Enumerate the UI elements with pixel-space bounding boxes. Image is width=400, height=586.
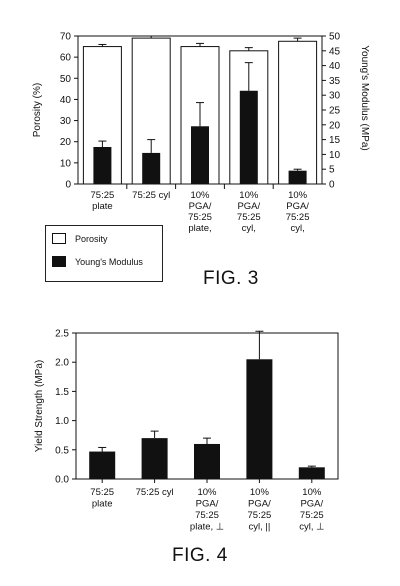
x-category-label: 10% [250,487,270,498]
y2-axis-label: Young's Modulus (MPa) [359,45,370,150]
legend-item-modulus: Young's Modulus [52,256,143,267]
legend-item-porosity: Porosity [52,233,108,244]
x-category-label: 10% [302,487,322,498]
y-tick-label: 2.5 [55,329,69,340]
x-category-label: 75:25 [300,510,324,521]
y-axis-label: Yield Strength (MPa) [34,360,45,452]
x-category-label: PGA/ [248,499,271,510]
yield-strength-bar [194,443,220,479]
x-category-label: PGA/ [286,201,309,212]
modulus-bar [142,152,161,184]
x-category-label: 10% [197,487,217,498]
y2-tick-label: 10 [329,150,341,161]
legend-swatch-porosity [52,233,66,244]
y-tick-label: 0.5 [55,445,69,456]
x-category-label: cyl, ⊥ [299,522,324,533]
y2-tick-label: 0 [329,180,335,191]
y-tick-label: 50 [60,74,72,85]
x-category-label: PGA/ [300,499,323,510]
x-category-label: cyl, [290,223,304,234]
chart-legend: Porosity Young's Modulus [45,225,163,282]
y-tick-label: 70 [60,32,72,43]
y-tick-label: 0.0 [55,475,69,486]
y-axis-label: Porosity (%) [32,83,43,137]
x-category-label: plate, ⊥ [190,522,224,533]
y2-tick-label: 50 [329,32,341,43]
x-category-label: plate, [188,223,211,234]
yield-strength-bar [246,359,273,479]
x-category-label: 75:25 [248,510,272,521]
y-tick-label: 2.0 [55,358,69,369]
x-category-label: 75:25 cyl [132,190,170,201]
x-category-label: PGA/ [237,201,260,212]
x-category-label: plate [92,499,113,510]
y2-tick-label: 30 [329,91,341,102]
y-tick-label: 1.0 [55,416,69,427]
y2-tick-label: 20 [329,120,341,131]
y-tick-label: 20 [60,137,72,148]
y-tick-label: 60 [60,53,72,64]
y-tick-label: 40 [60,95,72,106]
x-category-label: 75:25 [91,190,115,201]
y2-tick-label: 40 [329,61,341,72]
y2-tick-label: 5 [329,165,335,176]
x-category-label: 75:25 cyl [136,487,174,498]
x-category-label: 10% [239,190,259,201]
y-tick-label: 0 [65,180,71,191]
x-category-label: 10% [288,190,308,201]
figure-3-chart: 0 10 20 30 40 50 60 70 0 5 10 15 20 25 30 35 40 45 50 Poros… [32,32,370,235]
y-tick-label: 1.5 [55,387,69,398]
x-category-label: PGA/ [196,499,219,510]
legend-swatch-modulus [52,256,66,267]
yield-strength-bar [298,467,325,479]
figure-3-caption: FIG. 3 [203,268,259,289]
modulus-bar [239,90,258,184]
yield-strength-bar [141,438,168,479]
legend-label-modulus: Young's Modulus [75,256,143,267]
x-category-label: cyl, || [248,522,270,533]
y2-tick-label: 45 [329,46,341,57]
x-category-label: 10% [190,190,210,201]
y-tick-label: 10 [60,158,72,169]
yield-strength-bar [89,451,116,479]
y2-tick-label: 25 [329,106,341,117]
x-category-label: plate [92,201,113,212]
legend-label-porosity: Porosity [75,233,108,244]
x-category-label: cyl, [242,223,256,234]
modulus-bar [288,170,307,184]
y-tick-label: 30 [60,116,72,127]
figure-4-caption: FIG. 4 [172,545,228,566]
x-category-label: 75:25 [195,510,219,521]
x-category-label: 75:25 [286,212,310,223]
y2-tick-label: 15 [329,135,341,146]
x-category-label: PGA/ [189,201,212,212]
y2-tick-label: 35 [329,76,341,87]
porosity-bar [278,40,318,185]
modulus-bar [191,126,209,184]
x-category-label: 75:25 [188,212,212,223]
x-category-label: 75:25 [90,487,114,498]
x-category-label: 75:25 [237,212,261,223]
modulus-bar [93,147,112,184]
